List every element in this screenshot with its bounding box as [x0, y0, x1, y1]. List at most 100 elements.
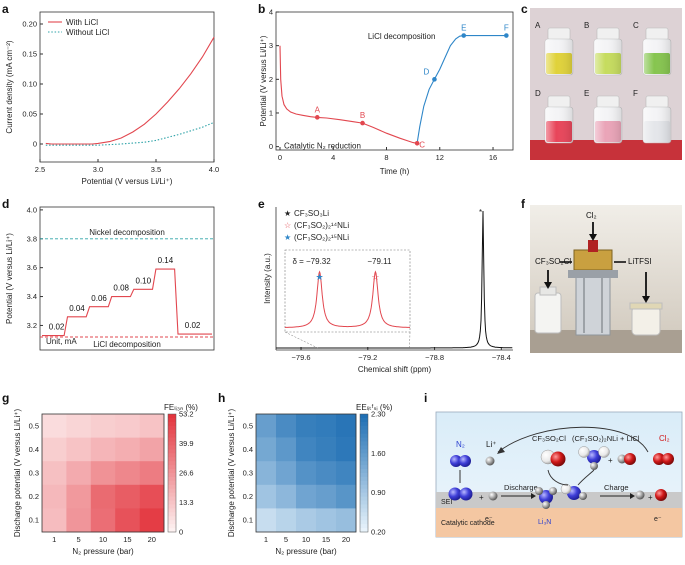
colorbar-segment	[168, 496, 176, 501]
chart-a-xlabel: Potential (V versus Li/Li⁺)	[82, 177, 173, 186]
colorbar-segment	[168, 528, 176, 533]
chart-a-xtick-label: 3.0	[93, 165, 103, 174]
chart-d-step-label: 0.06	[91, 294, 107, 303]
colorbar-segment	[360, 480, 368, 486]
heatmap-cell	[276, 484, 297, 509]
chart-e-spectrum-line	[276, 210, 513, 349]
heatmap-cell	[90, 461, 116, 486]
colorbar-tick-label: 13.3	[179, 498, 194, 507]
li-ion-charge	[635, 490, 645, 500]
photo-red-base	[530, 140, 682, 160]
chart-a-frame	[39, 11, 215, 163]
heatmap-cell	[276, 437, 297, 462]
chart-b-ytick-label: 1	[269, 108, 273, 117]
chart-a-ytick-label: 0.15	[22, 50, 37, 59]
heatmap-h: 1 5 10 15 200.50.40.30.20.1N₂ pressure (bar)…	[227, 403, 393, 556]
heatmap-x-tick-label: 5	[77, 535, 81, 544]
plus-sign-1: +	[479, 493, 484, 502]
heatmap-cell	[336, 437, 357, 462]
chart-a-series-line	[45, 121, 215, 146]
chart-d-ytick-label: 3.6	[27, 263, 37, 272]
colorbar-segment	[360, 516, 368, 521]
chart-a-xtick-label: 3.5	[151, 165, 161, 174]
heatmap-cell	[296, 461, 317, 486]
return-arrowhead	[497, 447, 505, 454]
heatmap-cell	[66, 508, 92, 533]
heatmap-cell	[42, 508, 67, 533]
colorbar-segment	[360, 421, 368, 427]
heatmap-cell	[316, 484, 337, 509]
heatmap-y-tick-label: 0.5	[243, 421, 253, 430]
heatmap-cell	[316, 437, 337, 462]
colorbar-segment	[168, 476, 176, 482]
vial-label: F	[633, 89, 638, 98]
vial-glare	[643, 39, 671, 75]
chart-d-step-label: 0.14	[158, 256, 174, 265]
chart-d-step-label: 0.02	[49, 323, 65, 332]
heatmap-y-tick-label: 0.3	[243, 469, 253, 478]
colorbar-tick-label: 1.60	[371, 449, 386, 458]
heatmap-cell	[115, 437, 140, 462]
colorbar-title: FEₗᵢ₃ₙ (%)	[164, 403, 198, 412]
heatmap-cell	[276, 461, 297, 486]
chart-a-xtick-label: 4.0	[209, 165, 219, 174]
reactor-base-plate	[568, 270, 618, 278]
chart-b-ytick-label: 2	[269, 75, 273, 84]
chart-e-legend-entry: (CF₃SO₂)₂¹⁴NLi	[294, 221, 349, 230]
heatmap-cell	[276, 508, 297, 533]
heatmap-cell	[66, 414, 92, 438]
heatmap-cell	[115, 414, 140, 438]
chart-d-reference-label: LiCl decomposition	[93, 340, 161, 349]
colorbar-segment	[360, 500, 368, 505]
colorbar-segment	[168, 449, 176, 454]
chart-b-point-e	[461, 33, 467, 38]
heatmap-cell	[139, 508, 165, 533]
heatmap-cell	[296, 414, 317, 438]
charge-label: Charge	[604, 483, 629, 492]
chart-d-step-label: 0.04	[69, 304, 85, 313]
heatmap-cell	[316, 461, 337, 486]
heatmap-cell	[276, 414, 297, 438]
heatmap-g: 1 5 10 15 200.50.40.30.20.1N₂ pressure (bar)…	[13, 403, 198, 556]
chart-d-reference-label: Nickel decomposition	[89, 228, 165, 237]
heatmap-y-tick-label: 0.4	[243, 445, 253, 454]
heatmap-y-tick-label: 0.3	[29, 469, 39, 478]
chart-b-xtick-label: 4	[331, 153, 335, 162]
chart-b-point-label: B	[360, 111, 365, 120]
colorbar-segment	[168, 488, 176, 494]
licl-li	[617, 454, 627, 464]
heatmap-cell	[66, 437, 92, 462]
colorbar-tick-label: 0.90	[371, 488, 386, 497]
heatmap-cell	[115, 461, 140, 486]
chart-a-ytick-label: 0.20	[22, 20, 37, 29]
colorbar-segment	[360, 476, 368, 482]
vial-glare	[594, 107, 622, 143]
colorbar-segment	[360, 528, 368, 533]
product-atom-2	[598, 446, 610, 458]
lab-label-litfsi: LiTFSI	[628, 257, 652, 266]
colorbar-segment	[168, 484, 176, 490]
n2-label: N₂	[456, 440, 465, 449]
heatmap-cell	[256, 437, 277, 462]
colorbar-segment	[168, 417, 176, 423]
discharge-arrowhead	[531, 493, 536, 499]
colorbar-segment	[360, 433, 368, 438]
colorbar-segment	[360, 469, 368, 474]
chart-e-legend-marker: ★	[284, 209, 291, 218]
cl2-label: Cl₂	[659, 434, 670, 443]
right-cup-rim	[629, 302, 663, 310]
li3n-li-1	[535, 487, 543, 495]
chart-d-series-line	[42, 268, 212, 337]
colorbar-segment	[168, 429, 176, 435]
colorbar-segment	[360, 484, 368, 490]
heatmap-cell	[256, 461, 277, 486]
chart-b-point-label: C	[419, 140, 425, 149]
heatmap-x-tick-label: 20	[148, 535, 156, 544]
panel-label-g: g	[2, 391, 9, 405]
heatmap-xlabel: N₂ pressure (bar)	[72, 547, 134, 556]
colorbar-segment	[360, 425, 368, 431]
colorbar-segment	[168, 445, 176, 450]
heatmap-x-tick-label: 15	[322, 535, 330, 544]
arrowhead-top	[589, 234, 597, 241]
